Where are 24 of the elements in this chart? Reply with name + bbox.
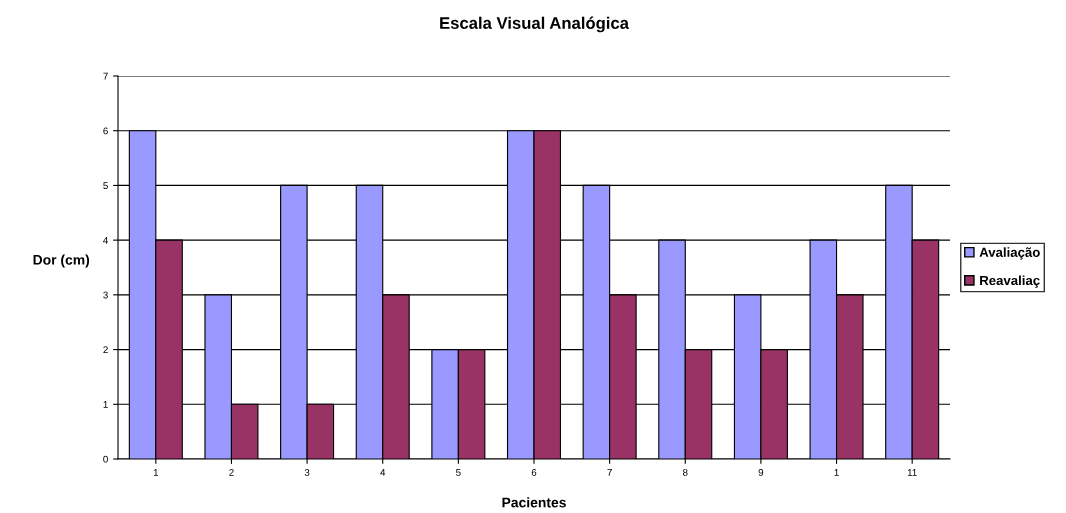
y-tick-label: 2 bbox=[103, 346, 108, 354]
legend-label: Avaliação bbox=[979, 247, 1040, 260]
x-tick-label: 1 bbox=[834, 469, 839, 476]
y-tick-label: 5 bbox=[103, 182, 108, 190]
legend-label: Reavaliaç bbox=[980, 275, 1040, 288]
y-tick-label: 7 bbox=[103, 72, 108, 80]
x-tick-label: 9 bbox=[758, 468, 764, 476]
y-tick-label: 0 bbox=[103, 455, 108, 463]
y-axis-title: Dor (cm) bbox=[33, 254, 90, 268]
x-tick-label: 11 bbox=[907, 469, 917, 476]
x-tick-label: 1 bbox=[153, 469, 159, 476]
x-tick-label: 5 bbox=[456, 469, 461, 476]
chart-title: Escala Visual Analógica bbox=[440, 16, 630, 33]
x-tick-label: 3 bbox=[304, 468, 310, 476]
y-tick-label: 4 bbox=[103, 236, 108, 244]
x-tick-label: 8 bbox=[682, 468, 688, 476]
y-tick-label: 3 bbox=[103, 291, 108, 299]
x-tick-label: 4 bbox=[380, 469, 386, 476]
x-axis-title: Pacientes bbox=[502, 497, 566, 508]
x-tick-label: 7 bbox=[607, 469, 612, 476]
y-tick-label: 6 bbox=[103, 127, 108, 135]
y-tick-label: 1 bbox=[103, 401, 108, 408]
x-tick-label: 2 bbox=[229, 468, 234, 476]
x-tick-label: 6 bbox=[531, 468, 537, 476]
